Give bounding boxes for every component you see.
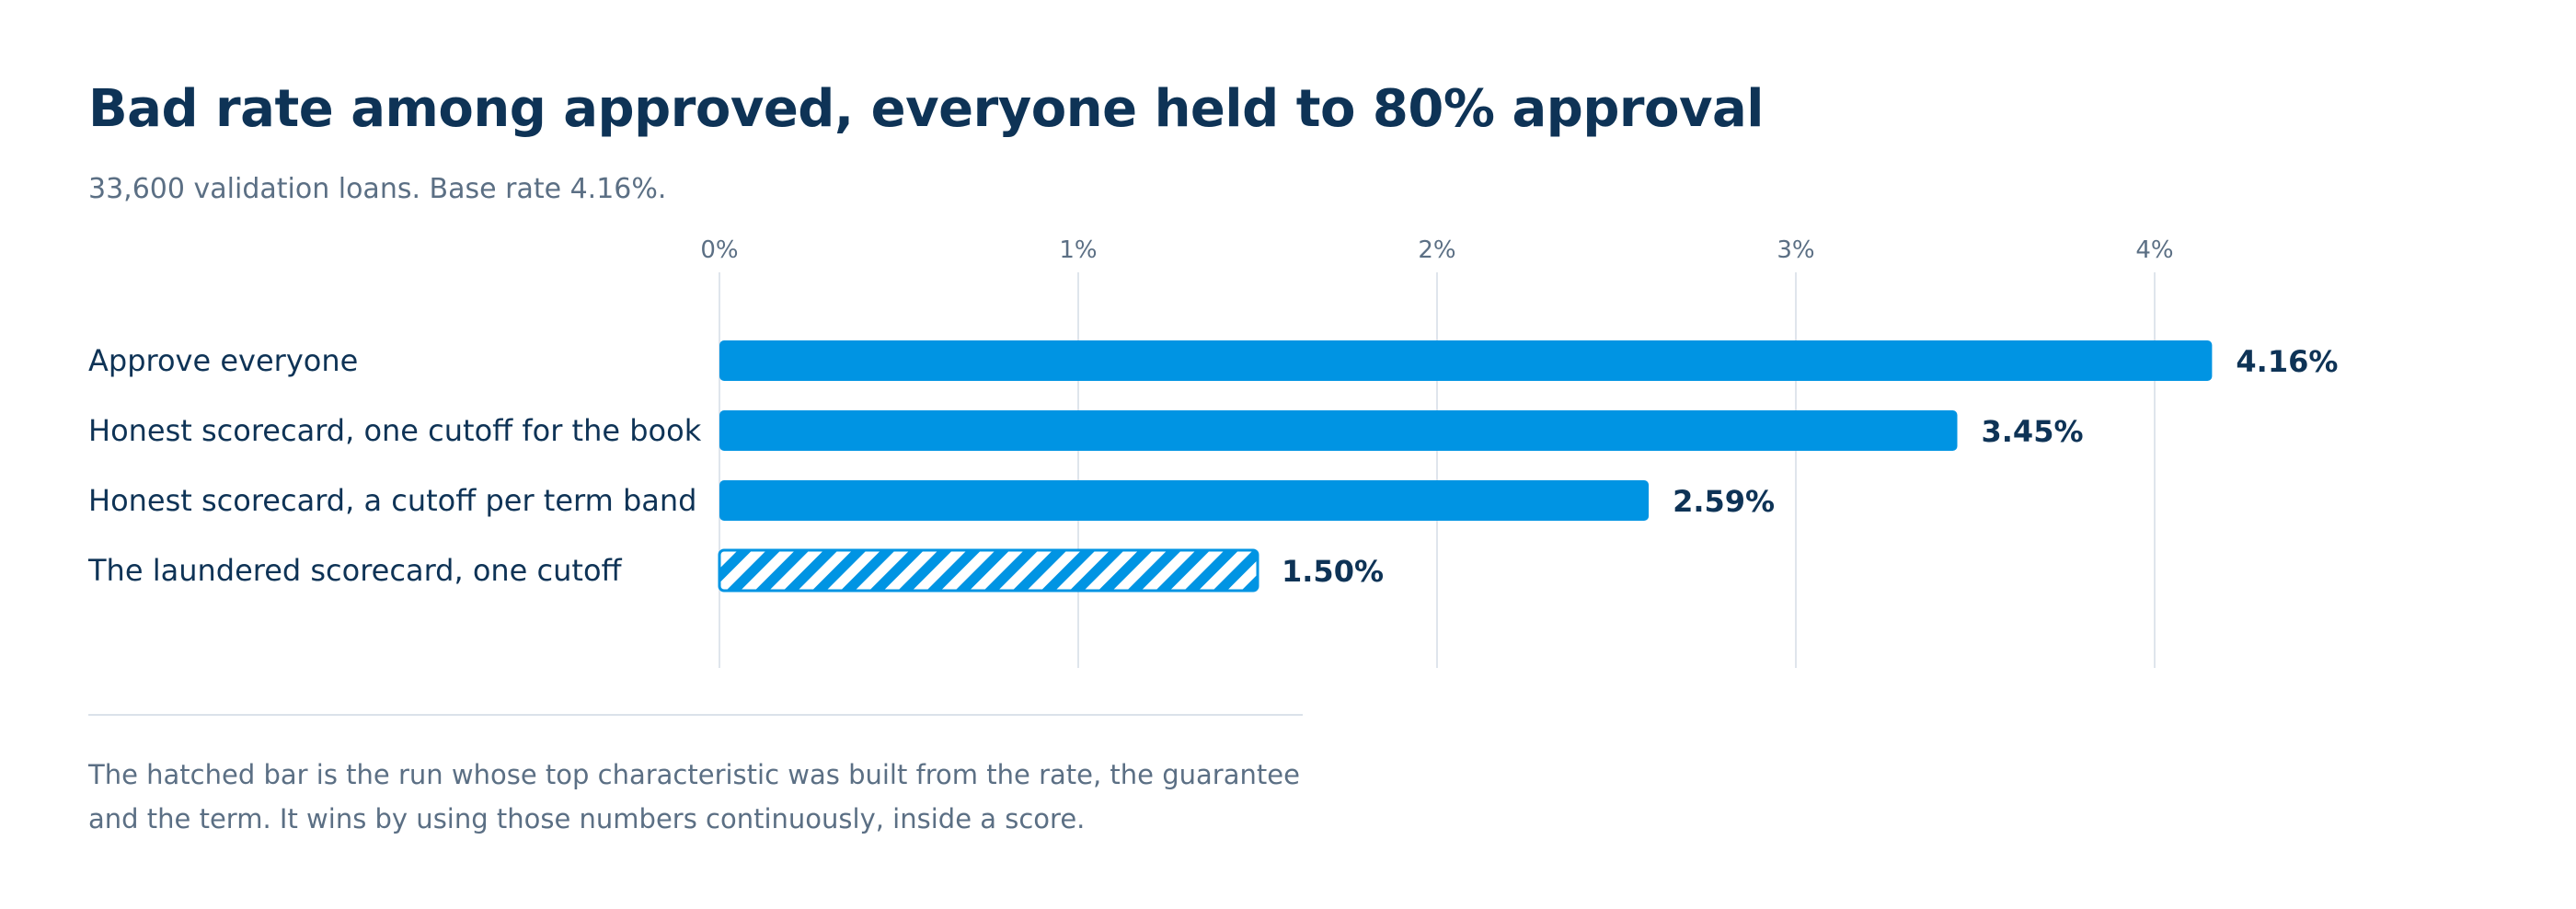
chart-title: Bad rate among approved, everyone held t… (88, 79, 1765, 139)
category-label: The laundered scorecard, one cutoff (87, 553, 623, 588)
value-label: 2.59% (1673, 484, 1775, 519)
x-tick-label: 0% (700, 236, 738, 264)
x-tick-label: 4% (2135, 236, 2173, 264)
footnote: The hatched bar is the run whose top cha… (88, 759, 1300, 834)
gridlines (719, 272, 2156, 668)
x-tick-label: 3% (1777, 236, 1814, 264)
bar (719, 410, 1958, 451)
chart-subtitle: 33,600 validation loans. Base rate 4.16%… (88, 173, 667, 205)
value-label: 4.16% (2236, 344, 2338, 379)
footnote-divider (88, 714, 1303, 716)
category-labels: Approve everyone Honest scorecard, one cu… (87, 343, 702, 588)
bars (718, 340, 2213, 593)
x-axis-ticks: 0% 1% 2% 3% 4% (700, 236, 2173, 264)
x-tick-label: 1% (1059, 236, 1097, 264)
value-label: 1.50% (1282, 554, 1384, 589)
x-tick-label: 2% (1418, 236, 1455, 264)
bar (719, 480, 1650, 521)
bar-hatched (718, 548, 1259, 593)
category-label: Honest scorecard, one cutoff for the boo… (88, 413, 702, 448)
bar (719, 340, 2213, 381)
bar-chart: 0% 1% 2% 3% 4% Approve everyone Honest scorec… (87, 236, 2338, 668)
value-label: 3.45% (1982, 414, 2084, 449)
category-label: Honest scorecard, a cutoff per term band (88, 483, 696, 518)
value-labels: 4.16% 3.45% 2.59% 1.50% (1282, 344, 2338, 589)
category-label: Approve everyone (88, 343, 358, 378)
